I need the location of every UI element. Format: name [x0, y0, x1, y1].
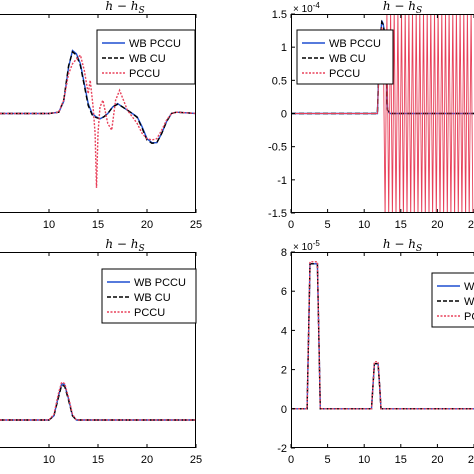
y-exponent-power: -5	[313, 239, 321, 248]
legend-label: PCCU	[134, 307, 165, 319]
chart-panel-1: 10 15 20 25 h − hS WB PCCU WB CU PCCU	[0, 0, 202, 231]
y-tick-label: 0	[281, 404, 287, 416]
series-pccu	[0, 53, 196, 188]
y-tick-label: -1	[277, 175, 287, 187]
chart-title-subscript: S	[416, 6, 422, 16]
x-tick-label: 25	[190, 219, 202, 231]
series-pccu	[291, 14, 474, 213]
legend-box	[101, 268, 197, 324]
x-tick-label: 0	[288, 219, 294, 231]
y-tick-label: 0.5	[272, 75, 287, 87]
chart-title-subscript: S	[416, 244, 422, 254]
legend-label: WB CU	[329, 53, 366, 65]
legend-box	[296, 29, 394, 85]
chart-title-subscript: S	[138, 244, 144, 254]
legend: WB PCCU WB CU PCCU	[431, 272, 474, 328]
y-tick-label: 4	[281, 325, 287, 337]
x-tick-label: 10	[358, 219, 370, 231]
legend: WB PCCU WB CU PCCU	[96, 29, 196, 85]
x-tick-label: 25	[468, 219, 474, 231]
x-tick-label: 10	[43, 454, 55, 466]
legend-label: WB PCCU	[464, 281, 474, 293]
x-tick-label: 5	[325, 454, 331, 466]
x-tick-label: 20	[431, 454, 443, 466]
x-tick-label: 15	[92, 454, 104, 466]
x-tick-label: 20	[141, 219, 153, 231]
chart-title: h − hS	[383, 237, 422, 254]
series-wb-cu	[0, 384, 196, 421]
y-exponent-label: × 10-4	[293, 1, 320, 15]
x-tick-label: 0	[288, 454, 294, 466]
x-tick-label: 20	[141, 454, 153, 466]
x-tick-label: 15	[395, 219, 407, 231]
legend-label: WB CU	[134, 292, 171, 304]
y-tick-label: -1.5	[268, 208, 287, 220]
chart-title: h − hS	[105, 0, 144, 16]
y-tick-label: 8	[281, 247, 287, 259]
chart-panel-3: 10 15 20 25 h − hS WB PCCU WB CU PCCU	[0, 237, 202, 466]
legend-label: WB PCCU	[329, 38, 381, 50]
y-tick-label: 1.5	[272, 9, 287, 21]
legend: WB PCCU WB CU PCCU	[101, 268, 197, 324]
chart-title-subscript: S	[138, 6, 144, 16]
y-tick-label: -2	[277, 443, 287, 455]
legend-label: PCCU	[464, 311, 474, 323]
legend-label: WB PCCU	[129, 38, 181, 50]
legend-label: WB CU	[464, 296, 474, 308]
chart-panel-2: 0 5 10 15 20 25 -1.5 -1 -0.5 0 0.5 1 1.5 × 10-4 h − hS…	[268, 0, 474, 231]
legend-box	[96, 29, 196, 85]
x-tick-label: 25	[190, 454, 202, 466]
series-pccu	[291, 261, 474, 410]
y-tick-label: 2	[281, 365, 287, 377]
y-tick-label: -0.5	[268, 142, 287, 154]
x-tick-label: 10	[358, 454, 370, 466]
y-exponent-label: × 10-5	[293, 239, 320, 253]
series-wb-cu	[0, 50, 196, 145]
y-tick-label: 6	[281, 286, 287, 298]
y-exponent-power: -4	[313, 1, 321, 10]
x-tick-label: 15	[92, 219, 104, 231]
legend-label: PCCU	[329, 68, 360, 80]
chart-title: h − hS	[383, 0, 422, 16]
legend-box	[431, 272, 474, 328]
legend-label: WB CU	[129, 53, 166, 65]
x-tick-label: 10	[43, 219, 55, 231]
legend-label: PCCU	[129, 68, 160, 80]
legend: WB PCCU WB CU PCCU	[296, 29, 394, 85]
y-tick-label: 1	[281, 42, 287, 54]
x-tick-label: 15	[395, 454, 407, 466]
series-wb-pccu	[0, 382, 196, 421]
x-tick-label: 20	[431, 219, 443, 231]
y-tick-label: 0	[281, 109, 287, 121]
legend-label: WB PCCU	[134, 277, 186, 289]
chart-title: h − hS	[105, 237, 144, 254]
x-tick-label: 5	[325, 219, 331, 231]
x-tick-label: 25	[468, 454, 474, 466]
series-pccu	[0, 381, 196, 421]
